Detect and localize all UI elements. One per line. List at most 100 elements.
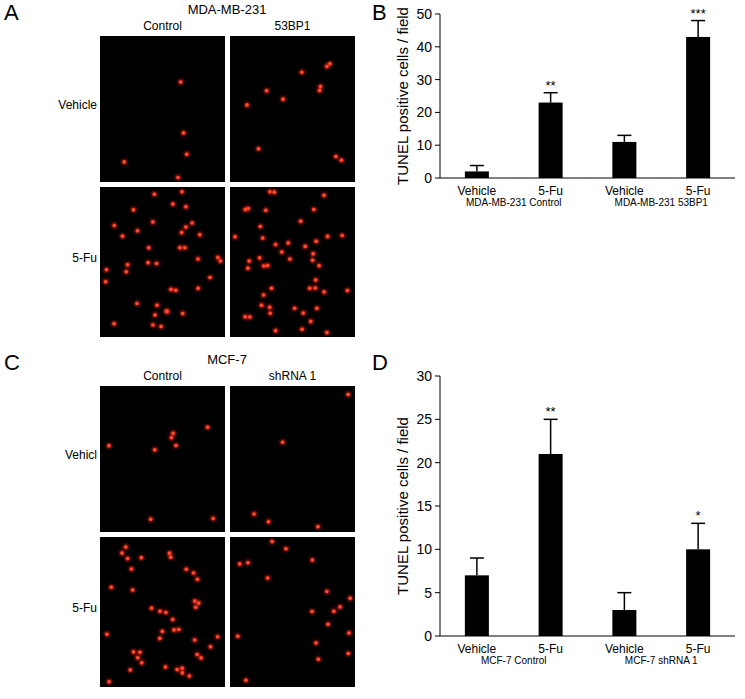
micrograph-background	[230, 36, 355, 182]
cell	[334, 155, 338, 159]
cell	[258, 256, 262, 260]
cell-glow	[345, 651, 351, 657]
cell-glow	[232, 234, 238, 240]
cell	[175, 668, 179, 672]
cell	[274, 243, 278, 247]
error-whisker	[624, 135, 626, 142]
cell-glow	[338, 157, 344, 163]
cell-glow	[347, 595, 353, 601]
cell	[211, 517, 215, 521]
bar	[686, 549, 710, 636]
cell	[161, 630, 165, 634]
cell	[245, 103, 249, 107]
cell-glow	[139, 660, 145, 666]
cell	[158, 609, 162, 613]
cell	[146, 261, 150, 265]
cell-glow	[164, 308, 170, 314]
cell	[246, 561, 250, 565]
bar	[465, 171, 489, 178]
micrograph	[230, 537, 355, 687]
cell	[338, 605, 342, 609]
cell-glow	[260, 235, 266, 241]
cell	[112, 322, 116, 326]
cell-glow	[267, 310, 273, 316]
error-bar	[470, 558, 484, 575]
cell	[281, 440, 285, 444]
cell-glow	[313, 640, 319, 646]
cell-glow	[243, 677, 249, 683]
y-tick-label: 0	[424, 628, 432, 644]
cell-glow	[179, 229, 185, 235]
cell-glow	[151, 191, 157, 197]
cell-glow	[313, 277, 319, 283]
micrograph	[100, 187, 225, 337]
cell	[261, 236, 265, 240]
group-label: MCF-7 Control	[481, 655, 547, 666]
cell-glow	[186, 673, 192, 679]
cell	[135, 302, 139, 306]
cell-glow	[111, 321, 117, 327]
bars	[465, 419, 710, 636]
cell-glow	[217, 258, 223, 264]
cell	[208, 276, 212, 280]
cell	[314, 240, 318, 244]
cell-glow	[176, 627, 182, 633]
cell	[326, 235, 330, 239]
cell	[128, 668, 132, 672]
cell-glow	[184, 151, 190, 157]
cell-glow	[308, 318, 314, 324]
cell-glow	[170, 430, 176, 436]
cell	[153, 313, 157, 317]
cell	[178, 246, 182, 250]
cell-glow	[134, 228, 140, 234]
cell	[130, 567, 134, 571]
x-tick-label: 5-Fu	[538, 184, 563, 198]
cell	[153, 192, 157, 196]
cell	[185, 152, 189, 156]
cell-glow	[131, 649, 137, 655]
y-tick-label: 20	[416, 455, 432, 471]
cell-glow	[180, 130, 186, 136]
cell-glow	[123, 544, 129, 550]
cell-glow	[245, 206, 251, 212]
x-tick-label: Vehicle	[605, 642, 644, 656]
cell	[172, 628, 176, 632]
cell-glow	[170, 201, 176, 207]
group-label: MCF-7 shRNA 1	[625, 655, 698, 666]
y-tick	[435, 376, 440, 377]
cell	[198, 233, 202, 237]
bar	[612, 142, 636, 178]
cell	[288, 257, 292, 261]
cell	[193, 638, 197, 642]
row-label: Vehicl	[65, 448, 97, 462]
error-cap	[470, 557, 484, 559]
cell	[181, 671, 185, 675]
micrograph	[100, 386, 225, 532]
cell	[308, 287, 312, 291]
cell-glow	[137, 649, 143, 655]
y-tick	[435, 419, 440, 420]
cell-glow	[157, 608, 163, 614]
cell	[314, 278, 318, 282]
cell-glow	[164, 308, 170, 314]
error-whisker	[550, 93, 552, 103]
cell-glow	[245, 560, 251, 566]
significance-mark: **	[546, 78, 556, 93]
cell	[252, 512, 256, 516]
cell	[171, 202, 175, 206]
cell	[174, 289, 178, 293]
cell	[219, 259, 223, 263]
column-label: shRNA 1	[269, 369, 317, 383]
bar	[686, 37, 710, 178]
micrograph	[100, 537, 225, 687]
cell-glow	[183, 204, 189, 210]
cell-glow	[255, 146, 261, 152]
cell	[233, 235, 237, 239]
cell	[171, 431, 175, 435]
column-label: Control	[143, 19, 182, 33]
y-tick-label: 40	[416, 39, 432, 55]
cell-glow	[179, 189, 185, 195]
cell	[312, 208, 316, 212]
cell-glow	[194, 576, 200, 582]
cell-glow	[307, 285, 313, 291]
